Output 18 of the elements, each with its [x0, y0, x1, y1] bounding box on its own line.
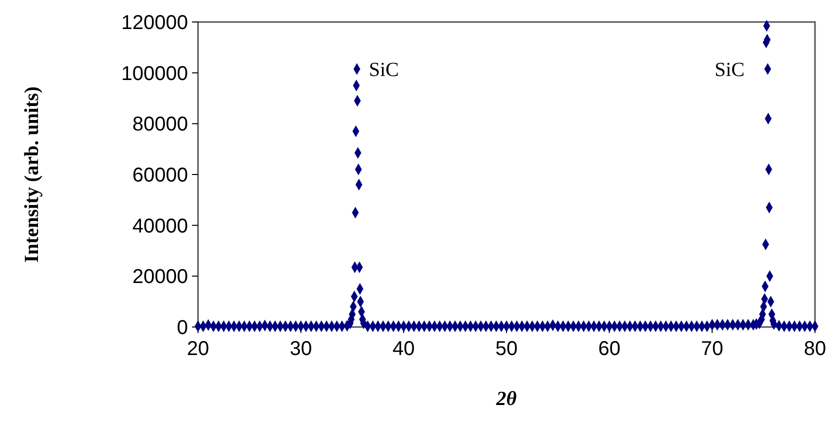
x-tick-label: 70 [701, 338, 724, 360]
annotation: SiC [714, 59, 745, 82]
x-tick-label: 60 [598, 338, 620, 360]
y-tick-label: 120000 [121, 12, 188, 34]
x-tick-label: 30 [290, 338, 312, 360]
y-tick-label: 40000 [132, 215, 188, 238]
x-tick-label: 80 [804, 338, 826, 360]
y-tick-label: 60000 [132, 164, 188, 186]
y-tick-label: 80000 [132, 114, 188, 136]
y-tick-label: 20000 [132, 266, 188, 288]
y-tick-label: 100000 [121, 62, 188, 85]
y-tick-label: 0 [176, 317, 188, 339]
x-tick-label: 20 [186, 338, 210, 360]
x-tick-label: 50 [495, 338, 518, 360]
annotation: SiC [368, 59, 399, 82]
x-axis-title: 2θ [495, 388, 518, 410]
x-tick-label: 40 [392, 338, 415, 360]
y-axis-title: Intensity (arb. units) [21, 86, 43, 263]
